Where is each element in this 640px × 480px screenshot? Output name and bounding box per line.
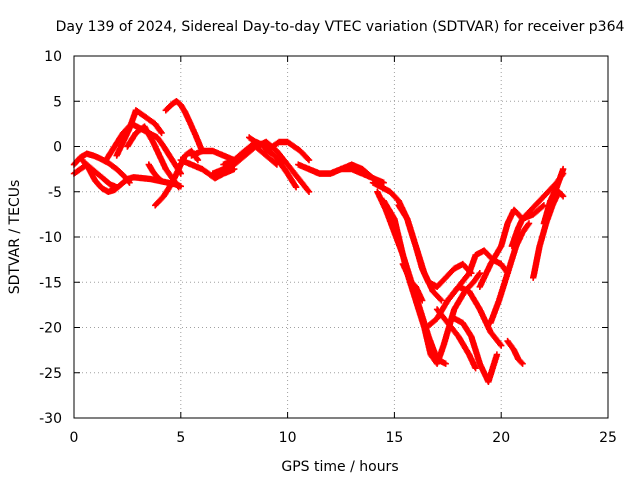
- data-point-markers: [145, 161, 165, 185]
- data-point-markers: [113, 107, 165, 159]
- series-track-32: [540, 165, 567, 227]
- series-track-13: [220, 138, 313, 195]
- y-tick-label: -25: [39, 366, 62, 382]
- x-tick-label: 5: [176, 430, 185, 446]
- data-point-markers: [220, 138, 313, 195]
- data-point-markers: [504, 337, 526, 367]
- series-track-15: [263, 138, 313, 164]
- data-point-markers: [399, 260, 426, 304]
- x-axis-label: GPS time / hours: [281, 459, 398, 475]
- y-tick-label: -20: [39, 321, 62, 337]
- x-tick-label: 15: [385, 430, 403, 446]
- data-point-markers: [305, 161, 387, 186]
- data-point-markers: [487, 220, 533, 327]
- data-point-markers: [79, 156, 184, 195]
- data-point-markers: [433, 306, 479, 372]
- series-track-26: [451, 315, 501, 385]
- data-point-markers: [263, 138, 313, 164]
- y-tick-label: -5: [48, 185, 62, 201]
- y-tick-label: -15: [39, 275, 62, 291]
- y-tick-label: -10: [39, 230, 62, 246]
- series-track-05: [113, 107, 165, 159]
- y-tick-label: 0: [53, 140, 62, 156]
- y-tick-label: 10: [44, 49, 62, 65]
- series-track-22: [399, 260, 426, 304]
- series-track-21: [395, 202, 475, 290]
- x-tick-label: 20: [492, 430, 510, 446]
- series-track-29: [504, 337, 526, 367]
- series-track-28: [487, 220, 533, 327]
- data-point-markers: [451, 315, 501, 385]
- data-point-markers: [177, 156, 238, 182]
- y-tick-label: 5: [53, 94, 62, 110]
- y-tick-label: -30: [39, 411, 62, 427]
- series-track-03: [79, 156, 184, 195]
- x-tick-label: 0: [70, 430, 79, 446]
- series-track-23: [433, 306, 479, 372]
- ticks: 0 5 10 15 20 25 10 5 0 -5 -10 -15 -20 -25 -30: [39, 49, 617, 446]
- series-track-08: [162, 98, 206, 155]
- y-axis-label: SDTVAR / TECUs: [7, 180, 23, 295]
- x-tick-label: 10: [279, 430, 297, 446]
- x-tick-label: 25: [599, 430, 617, 446]
- series-track-17: [305, 161, 387, 186]
- data-point-markers: [395, 202, 475, 290]
- data-series: [70, 98, 567, 385]
- series-track-10: [177, 156, 238, 182]
- data-point-markers: [162, 98, 206, 155]
- series-track-09: [145, 161, 165, 185]
- grid: [74, 56, 608, 418]
- data-point-markers: [540, 165, 567, 227]
- chart-title: Day 139 of 2024, Sidereal Day-to-day VTE…: [56, 19, 625, 35]
